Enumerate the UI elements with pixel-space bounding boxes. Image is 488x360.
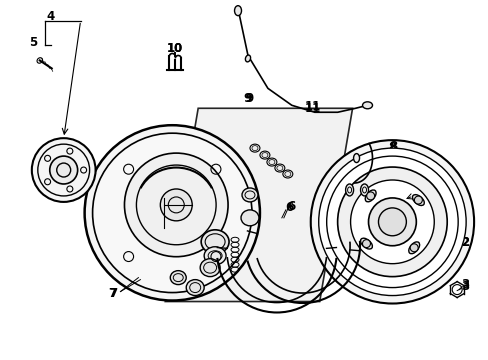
Ellipse shape [245, 55, 250, 62]
Circle shape [84, 125, 260, 301]
Circle shape [32, 138, 95, 202]
Ellipse shape [203, 247, 225, 265]
Circle shape [413, 196, 422, 204]
Ellipse shape [200, 259, 220, 276]
Circle shape [310, 140, 473, 303]
Ellipse shape [411, 195, 424, 206]
Text: 3: 3 [460, 280, 468, 293]
Text: 10: 10 [167, 42, 183, 55]
Text: 11: 11 [304, 102, 320, 115]
Circle shape [92, 133, 251, 293]
Ellipse shape [365, 190, 375, 202]
Text: 6: 6 [287, 201, 295, 213]
Ellipse shape [241, 210, 259, 226]
Ellipse shape [282, 170, 292, 178]
Circle shape [378, 208, 406, 236]
Ellipse shape [360, 238, 372, 249]
Circle shape [326, 156, 457, 288]
Text: 11: 11 [304, 100, 320, 113]
Text: 8: 8 [388, 140, 397, 153]
Ellipse shape [362, 102, 372, 109]
Circle shape [337, 167, 447, 276]
Circle shape [362, 240, 370, 248]
Circle shape [160, 189, 192, 221]
Ellipse shape [186, 280, 203, 296]
Text: 3: 3 [460, 278, 468, 291]
Text: 5: 5 [29, 36, 37, 49]
Ellipse shape [260, 151, 269, 159]
Text: 1: 1 [416, 177, 425, 190]
Ellipse shape [234, 6, 241, 15]
Circle shape [350, 180, 433, 264]
Ellipse shape [242, 188, 258, 202]
Ellipse shape [266, 158, 276, 166]
Text: 9: 9 [245, 92, 254, 105]
Circle shape [318, 148, 465, 296]
Circle shape [368, 198, 415, 246]
Text: 7: 7 [109, 287, 117, 300]
Text: 7: 7 [108, 287, 116, 300]
Ellipse shape [360, 184, 368, 196]
Circle shape [50, 156, 78, 184]
Text: 6: 6 [285, 201, 293, 215]
Circle shape [366, 192, 374, 200]
Circle shape [124, 153, 227, 257]
Ellipse shape [353, 154, 359, 163]
Ellipse shape [170, 271, 186, 285]
Ellipse shape [447, 247, 452, 254]
Ellipse shape [274, 164, 285, 172]
Text: 4: 4 [46, 10, 55, 23]
Ellipse shape [345, 184, 353, 196]
Ellipse shape [201, 230, 228, 254]
Text: 2: 2 [460, 236, 468, 249]
Text: 2: 2 [460, 236, 468, 249]
Circle shape [409, 244, 417, 252]
Ellipse shape [37, 58, 42, 63]
Ellipse shape [249, 144, 260, 152]
Text: 9: 9 [244, 92, 252, 105]
Ellipse shape [408, 242, 419, 254]
Text: 1: 1 [416, 177, 425, 190]
Text: 8: 8 [387, 141, 396, 154]
Polygon shape [165, 108, 352, 302]
Text: 10: 10 [167, 42, 183, 55]
